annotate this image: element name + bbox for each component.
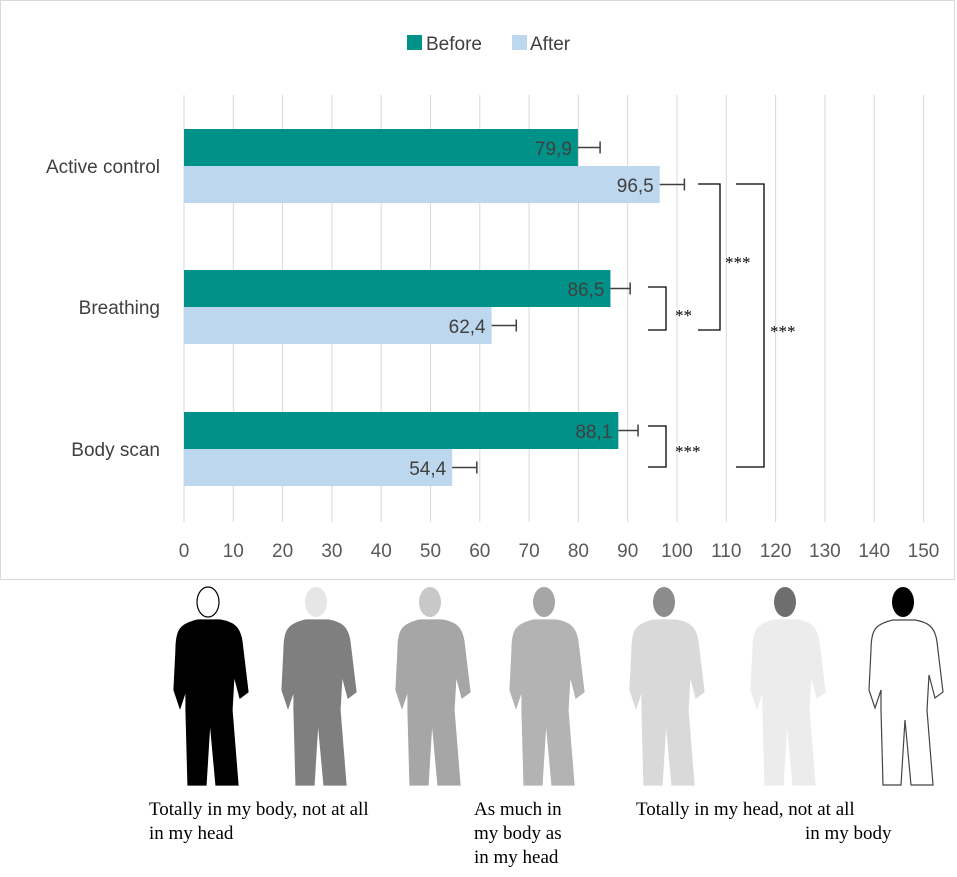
data-label: 54,4 — [409, 459, 446, 480]
bar-after — [184, 307, 492, 344]
legend-swatch-after — [512, 35, 527, 50]
head-figure-7 — [892, 587, 914, 617]
x-tick-label: 110 — [711, 541, 741, 562]
x-tick-labels: 0 10 20 30 40 50 60 70 80 90 100 110 120 130 140 150 — [179, 541, 940, 562]
significance-bracket — [648, 425, 667, 468]
significance-brackets: *********** — [648, 183, 796, 468]
legend-swatch-before — [407, 35, 422, 50]
caption-left-line2: in my head — [149, 823, 234, 844]
bar-before — [184, 412, 619, 449]
data-label: 79,9 — [535, 139, 572, 160]
body-figure-4 — [509, 619, 585, 786]
data-labels: 79,9 96,5 86,5 62,4 88,1 54,4 — [409, 139, 654, 480]
category-label: Breathing — [79, 298, 160, 319]
x-tick-label: 100 — [661, 541, 693, 562]
body-figures — [173, 586, 944, 786]
head-figure-6 — [774, 587, 796, 617]
head-figure-1 — [196, 586, 220, 618]
data-label: 86,5 — [567, 280, 604, 301]
data-label: 62,4 — [449, 317, 486, 338]
legend-label-after: After — [530, 34, 571, 55]
x-tick-label: 20 — [272, 541, 293, 562]
caption-right-line2: in my body — [805, 823, 892, 844]
body-figure-5 — [629, 619, 705, 786]
data-label: 96,5 — [617, 176, 654, 197]
x-tick-label: 70 — [519, 541, 540, 562]
bar-before — [184, 129, 578, 166]
x-tick-label: 150 — [908, 541, 940, 562]
legend: Before After — [407, 34, 571, 55]
x-tick-label: 90 — [617, 541, 638, 562]
head-figure-3 — [419, 587, 441, 617]
bar-before — [184, 270, 611, 307]
significance-label: *** — [675, 442, 701, 461]
caption-left-line1: Totally in my body, not at all — [149, 799, 369, 820]
body-figure-7 — [868, 619, 944, 786]
bar-chart: 79,9 96,5 86,5 62,4 88,1 54,4 Active control B… — [46, 34, 940, 562]
x-tick-label: 10 — [223, 541, 244, 562]
x-tick-label: 30 — [321, 541, 342, 562]
body-figure-2 — [281, 619, 357, 786]
significance-bracket — [698, 183, 721, 331]
significance-bracket — [648, 286, 667, 331]
caption-mid-line1: As much in — [474, 799, 562, 820]
caption-mid-line3: in my head — [474, 847, 559, 868]
body-figure-3 — [395, 619, 471, 786]
body-figure-6 — [750, 619, 826, 786]
head-figure-4 — [533, 587, 555, 617]
head-figure-5 — [653, 587, 675, 617]
legend-label-before: Before — [426, 34, 482, 55]
x-tick-label: 130 — [809, 541, 841, 562]
category-label: Body scan — [71, 440, 160, 461]
significance-label: ** — [675, 306, 692, 325]
bar-after — [184, 166, 660, 203]
category-label: Active control — [46, 157, 160, 178]
significance-label: *** — [725, 253, 751, 272]
x-tick-label: 40 — [371, 541, 392, 562]
x-tick-label: 80 — [568, 541, 589, 562]
bars — [184, 129, 660, 486]
bar-after — [184, 449, 453, 486]
caption-right-line1: Totally in my head, not at all — [636, 799, 855, 820]
x-tick-label: 140 — [858, 541, 890, 562]
x-tick-label: 120 — [760, 541, 792, 562]
caption-mid-line2: my body as — [474, 823, 562, 844]
body-figure-1 — [173, 619, 249, 786]
x-tick-label: 60 — [469, 541, 490, 562]
significance-label: *** — [770, 322, 796, 341]
head-figure-2 — [305, 587, 327, 617]
data-label: 88,1 — [575, 422, 612, 443]
error-bars — [452, 141, 686, 474]
x-tick-label: 50 — [420, 541, 441, 562]
category-labels: Active control Breathing Body scan — [46, 157, 160, 461]
x-tick-label: 0 — [179, 541, 190, 562]
significance-bracket — [736, 183, 765, 468]
